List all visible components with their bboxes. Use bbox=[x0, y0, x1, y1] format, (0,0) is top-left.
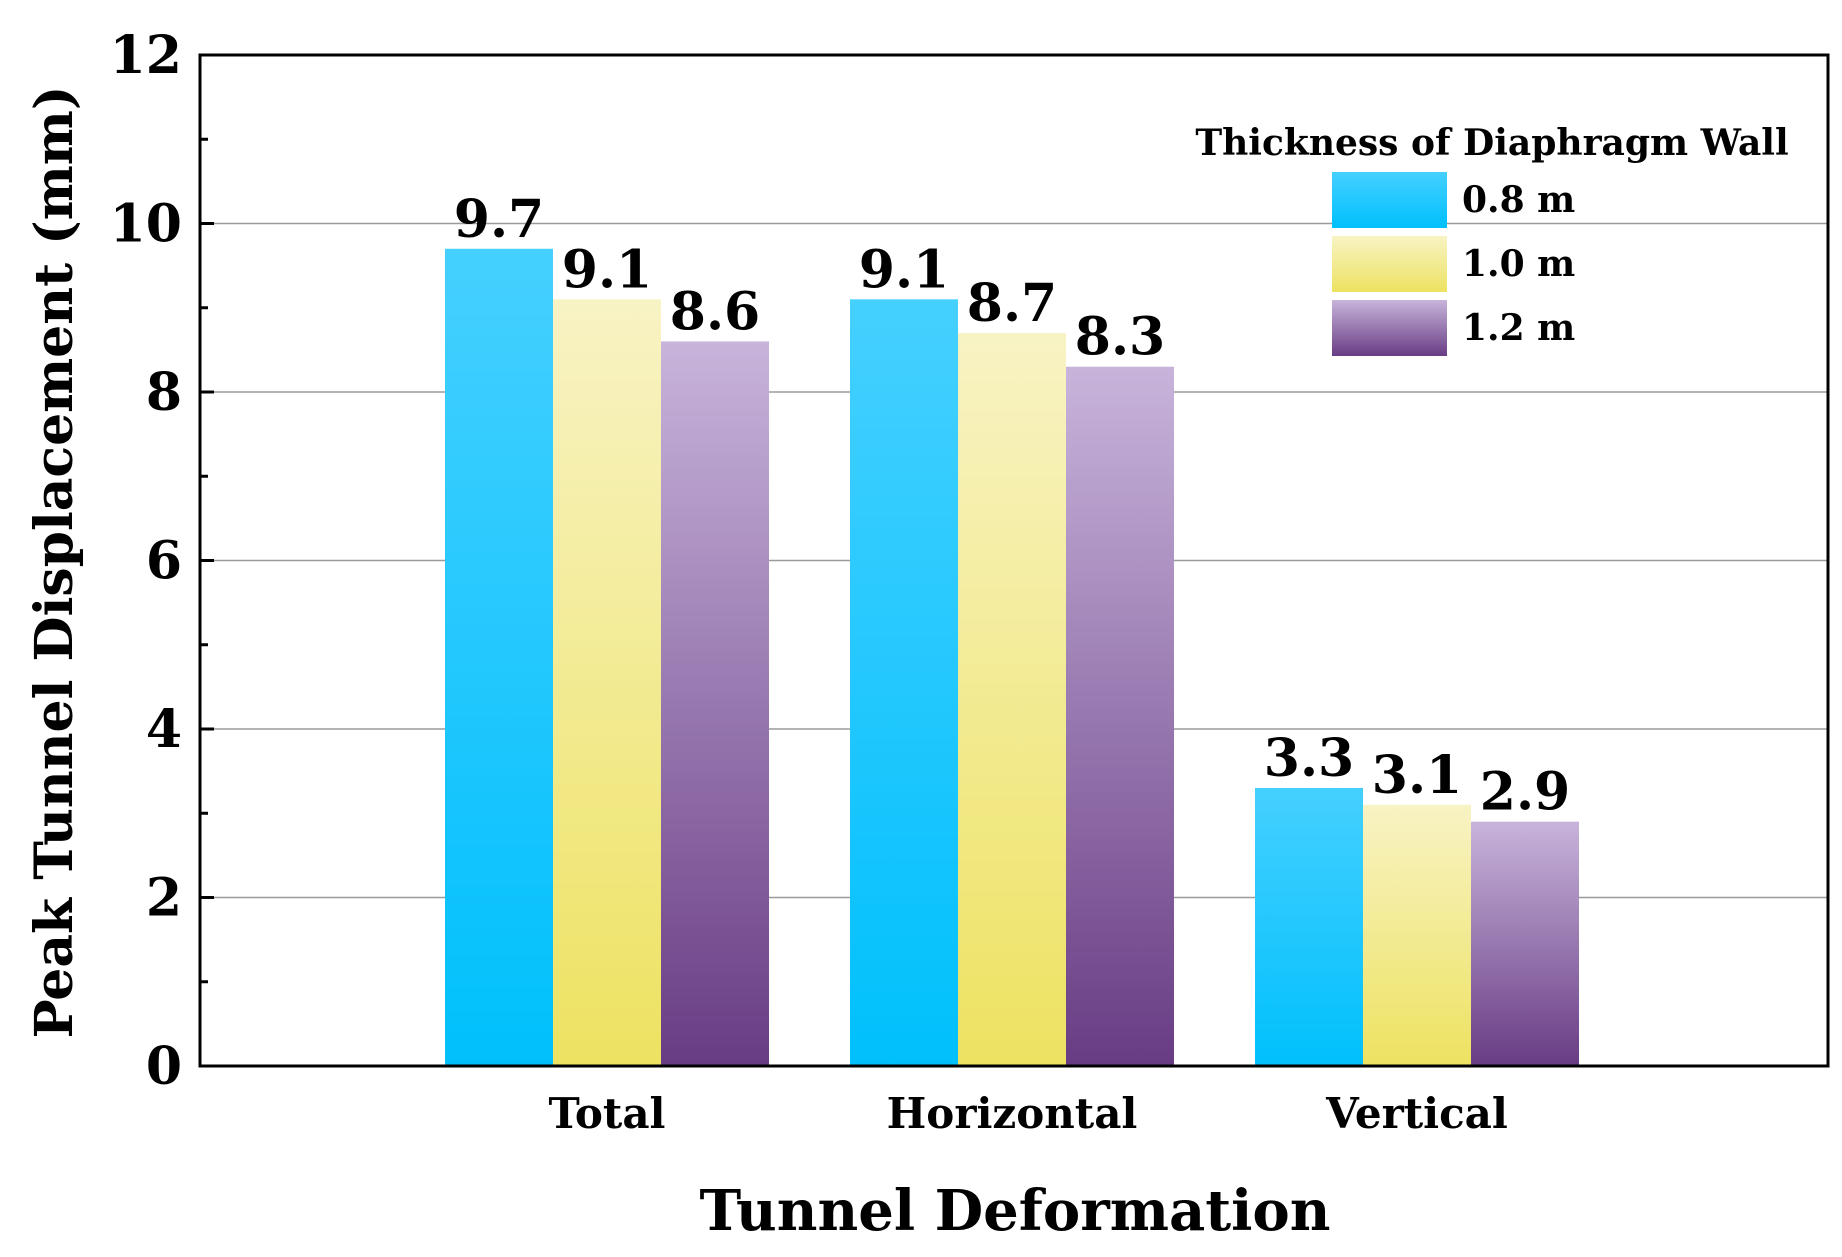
bar-value-label: 9.1 bbox=[562, 239, 652, 300]
y-tick-label: 2 bbox=[146, 868, 182, 929]
bar-value-label: 3.1 bbox=[1372, 745, 1462, 806]
bar-vertical-10m bbox=[1363, 804, 1471, 1066]
bar-value-label: 8.7 bbox=[967, 273, 1057, 334]
bar-vertical-12m bbox=[1471, 821, 1579, 1066]
bar-horizontal-08m bbox=[850, 299, 958, 1066]
legend-swatch bbox=[1332, 172, 1447, 228]
legend-title: Thickness of Diaphragm Wall bbox=[1195, 122, 1788, 164]
y-tick-label: 4 bbox=[146, 699, 182, 760]
y-axis-ticks: 0 2 4 6 8 10 12 bbox=[110, 25, 214, 1097]
bar-value-label: 2.9 bbox=[1480, 762, 1570, 823]
legend-swatch bbox=[1332, 236, 1447, 292]
bar-horizontal-10m bbox=[958, 333, 1066, 1066]
bar-total-10m bbox=[553, 299, 661, 1066]
bar-total-12m bbox=[661, 341, 769, 1066]
y-tick-label: 0 bbox=[146, 1036, 182, 1097]
y-tick-label: 10 bbox=[110, 194, 182, 255]
x-tick-label: Vertical bbox=[1325, 1089, 1508, 1138]
legend-entry-label: 1.2 m bbox=[1462, 307, 1575, 349]
bars bbox=[445, 248, 1579, 1067]
bar-value-label: 8.6 bbox=[670, 281, 760, 342]
legend-entry-label: 1.0 m bbox=[1462, 243, 1575, 285]
bar-value-label: 3.3 bbox=[1264, 728, 1354, 789]
y-tick-label: 12 bbox=[110, 25, 182, 86]
legend-swatch bbox=[1332, 300, 1447, 356]
x-axis-label: Tunnel Deformation bbox=[700, 1178, 1331, 1244]
bar-horizontal-12m bbox=[1066, 366, 1174, 1067]
legend-entry-label: 0.8 m bbox=[1462, 179, 1575, 221]
bar-total-08m bbox=[445, 248, 553, 1066]
bar-value-label: 9.7 bbox=[454, 189, 544, 250]
x-axis-tick-labels: Total Horizontal Vertical bbox=[548, 1089, 1507, 1138]
bar-vertical-08m bbox=[1255, 787, 1363, 1066]
y-axis-label: Peak Tunnel Displacement (mm) bbox=[24, 86, 85, 1039]
bar-value-labels: 9.7 9.1 8.6 9.1 8.7 8.3 3.3 3.1 2.9 bbox=[454, 189, 1570, 823]
y-tick-label: 6 bbox=[146, 531, 182, 592]
x-tick-label: Horizontal bbox=[887, 1089, 1138, 1138]
x-tick-label: Total bbox=[548, 1089, 665, 1138]
bar-value-label: 9.1 bbox=[859, 239, 949, 300]
y-tick-label: 8 bbox=[146, 362, 182, 423]
bar-value-label: 8.3 bbox=[1075, 307, 1165, 368]
legend: Thickness of Diaphragm Wall 0.8 m 1.0 m 1.… bbox=[1195, 122, 1789, 356]
